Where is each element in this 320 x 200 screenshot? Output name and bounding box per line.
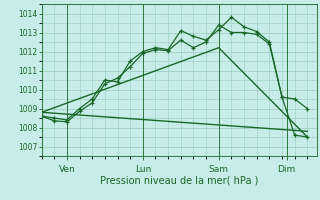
X-axis label: Pression niveau de la mer( hPa ): Pression niveau de la mer( hPa ) <box>100 175 258 185</box>
